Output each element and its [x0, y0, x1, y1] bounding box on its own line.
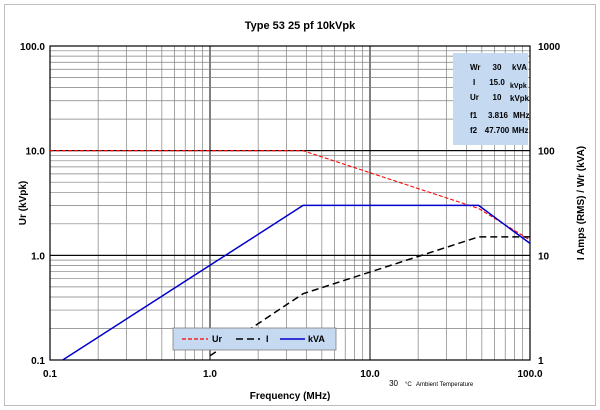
- info-value-f1: 3.816: [488, 111, 509, 120]
- info-label-ur: Ur: [470, 93, 479, 102]
- chart-frame: [4, 4, 596, 406]
- y-left-tick-label: 0.1: [31, 356, 45, 367]
- y-right-tick-label: 1000: [538, 42, 561, 53]
- x-tick-label: 10.0: [360, 369, 380, 380]
- series-lines: [50, 150, 531, 361]
- chart-title: Type 53 25 pf 10kVpk: [245, 20, 356, 32]
- x-tick-labels: 0.1 1.0 10.0 100.0: [43, 369, 543, 380]
- y-left-axis-label: Ur (kVpk): [18, 181, 29, 225]
- y-right-tick-labels: 1 10 100 1000: [538, 42, 561, 367]
- ambient-temp-unit: °C: [405, 382, 412, 388]
- info-row-ur: Ur 10 kVpk: [470, 93, 530, 103]
- info-unit-wr: kVA: [512, 63, 527, 72]
- info-row-i: I 15.0 kVpk: [473, 78, 527, 90]
- info-label-f2: f2: [470, 126, 478, 135]
- info-unit-f2: MHz: [512, 126, 528, 135]
- legend-background: [172, 327, 337, 351]
- y-left-tick-label: 100.0: [20, 42, 45, 53]
- ambient-temp-value: 30: [389, 379, 398, 388]
- y-right-tick-label: 100: [538, 147, 555, 158]
- info-value-ur: 10: [493, 93, 502, 102]
- legend-label-ur: Ur: [212, 334, 222, 344]
- info-unit-ur: kVpk: [510, 94, 530, 103]
- info-label-f1: f1: [470, 111, 478, 120]
- info-row-f2: f2 47.700 MHz: [470, 126, 528, 135]
- info-unit-i: kVpk: [510, 83, 527, 90]
- ambient-temp-text: Ambient Temperature: [416, 382, 474, 388]
- legend-label-i: I: [266, 334, 269, 344]
- plot-border: [49, 45, 531, 361]
- x-axis-label: Frequency (MHz): [250, 391, 331, 402]
- info-row-wr: Wr 30 kVA: [470, 63, 527, 72]
- series-line-kva: [62, 204, 531, 361]
- plot-area: [50, 46, 530, 360]
- info-label-i: I: [473, 78, 475, 87]
- info-unit-f1: MHz: [513, 111, 529, 120]
- info-row-f1: f1 3.816 MHz: [470, 111, 529, 120]
- x-tick-label: 0.1: [43, 369, 57, 380]
- series-line-i: [209, 236, 530, 357]
- info-value-wr: 30: [493, 63, 502, 72]
- x-tick-label: 100.0: [517, 369, 542, 380]
- y-left-tick-label: 10.0: [26, 147, 46, 158]
- legend-label-kva: kVA: [308, 334, 325, 344]
- ambient-temperature-note: 30 °C Ambient Temperature: [389, 379, 474, 388]
- y-right-tick-label: 10: [538, 251, 550, 262]
- info-label-wr: Wr: [470, 63, 481, 72]
- x-tick-label: 1.0: [203, 369, 217, 380]
- y-left-tick-label: 1.0: [31, 251, 45, 262]
- legend: Ur I kVA: [172, 327, 337, 351]
- y-left-tick-labels: 0.1 1.0 10.0 100.0: [20, 42, 45, 367]
- info-value-i: 15.0: [489, 78, 505, 87]
- y-right-axis-label: I Amps (RMS) / Wr (kVA): [576, 146, 587, 260]
- y-right-tick-label: 1: [538, 356, 544, 367]
- info-box: Wr 30 kVA I 15.0 kVpk Ur 10 kVpk f1 3.81…: [453, 53, 530, 145]
- info-value-f2: 47.700: [485, 126, 510, 135]
- info-box-background: [453, 53, 528, 145]
